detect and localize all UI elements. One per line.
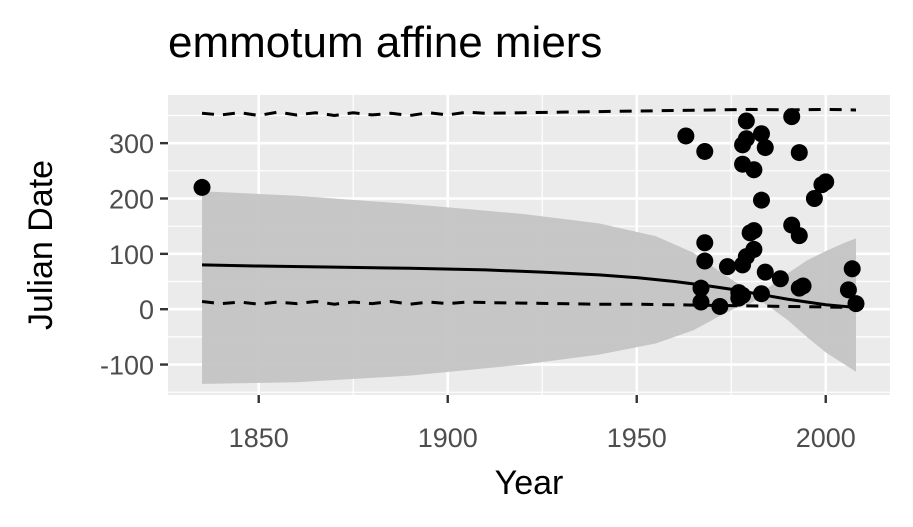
data-point [752,191,770,209]
data-point [790,144,808,162]
axes: 1850 1900 1950 2000 -100 0 100 200 300 [100,129,856,453]
data-point [752,125,770,143]
data-point [817,173,835,191]
x-tick-label: 1850 [229,423,289,453]
x-tick-label: 2000 [796,423,856,453]
fit-curve [201,263,857,310]
data-point [745,161,763,179]
data-point [737,130,755,148]
dashed-upper-line [201,107,857,117]
data-point [756,139,774,157]
x-tick-label: 1950 [607,423,667,453]
data-point [734,286,752,304]
data-point [677,127,695,145]
data-point [745,222,763,240]
data-point [794,277,812,295]
data-point [745,240,763,258]
data-point [805,190,823,208]
data-point [843,260,861,278]
confidence-ribbon [202,191,856,384]
ribbon-band [202,191,856,384]
data-point [756,263,774,281]
data-point [847,295,865,313]
data-point [839,281,857,299]
y-axis-title: Julian Date [22,160,60,330]
data-point [696,234,714,252]
data-point [771,270,789,288]
data-point [692,293,710,311]
x-axis-title: Year [495,464,564,502]
data-points [193,108,865,315]
data-point [193,178,211,196]
y-tick-label: 100 [109,240,154,270]
data-point [692,279,710,297]
data-point [696,142,714,160]
y-tick-label: 300 [109,129,154,159]
y-tick-label: 200 [109,185,154,215]
x-tick-label: 1900 [418,423,478,453]
data-point [696,252,714,270]
data-point [752,285,770,303]
data-point [783,108,801,126]
fit-line [201,263,857,310]
data-point [790,227,808,245]
data-point [718,258,736,276]
data-point [737,112,755,130]
data-point [711,297,729,315]
chart-title: emmotum affine miers [168,18,603,67]
y-tick-label: -100 [100,351,154,381]
y-tick-label: 0 [139,295,154,325]
